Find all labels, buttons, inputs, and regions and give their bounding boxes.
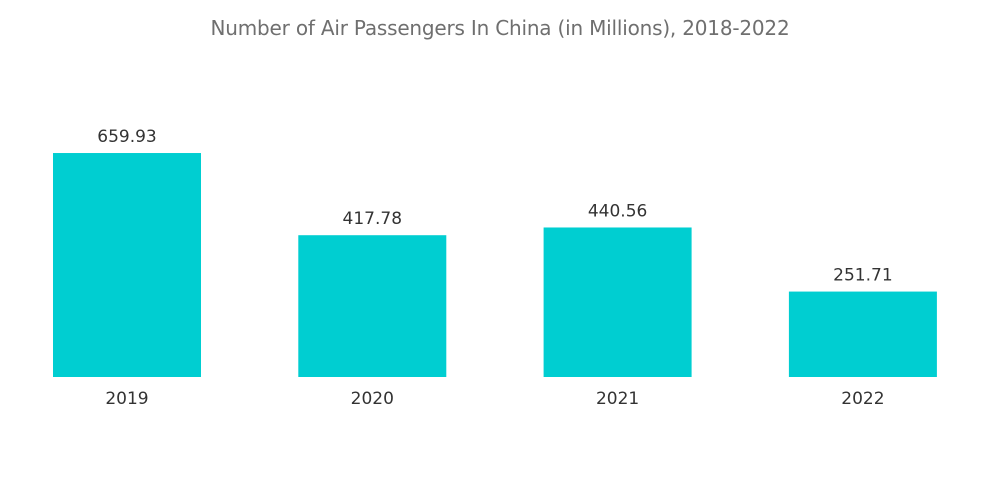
bar-2020 [298,235,447,377]
x-tick-2019: 2019 [105,389,148,409]
x-tick-2020: 2020 [351,389,394,409]
value-label-2022: 251.71 [833,266,892,286]
value-label-2020: 417.78 [343,209,402,229]
bar-2019 [53,153,201,377]
bar-2021 [543,227,692,377]
bars-group [53,153,937,377]
value-labels-group: 659.93 417.78 440.56 251.71 [97,127,892,286]
x-tick-2021: 2021 [596,389,639,409]
value-label-2019: 659.93 [97,127,156,147]
bar-2022 [788,291,937,377]
chart-title: Number of Air Passengers In China (in Mi… [210,16,790,40]
x-axis-ticks: 2019 2020 2021 2022 [105,389,884,409]
x-tick-2022: 2022 [841,389,884,409]
value-label-2021: 440.56 [588,201,647,221]
